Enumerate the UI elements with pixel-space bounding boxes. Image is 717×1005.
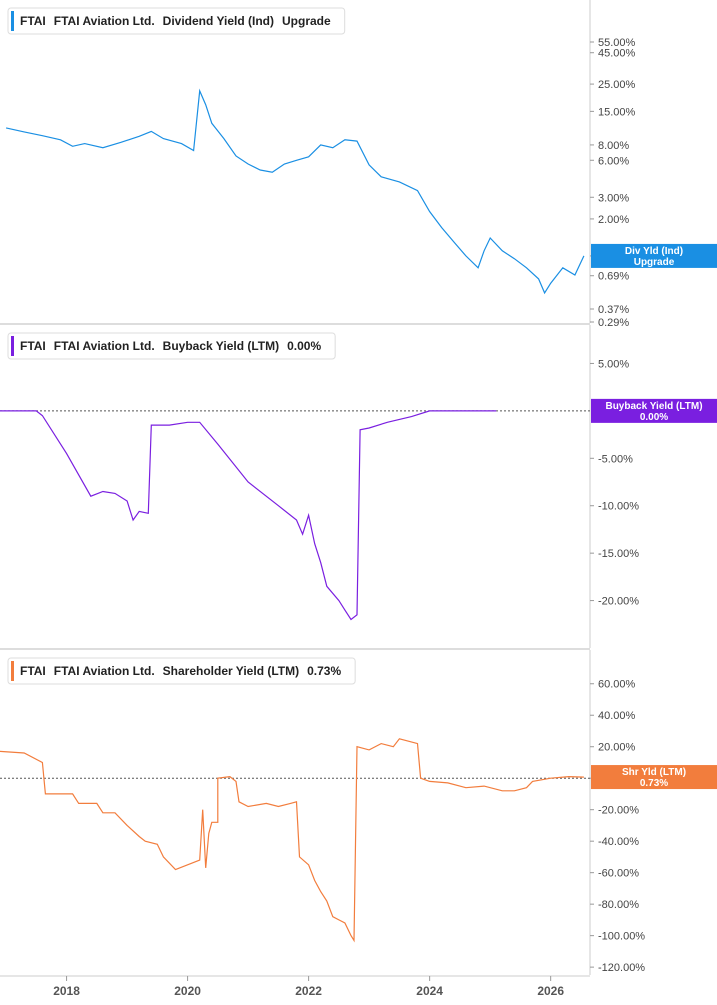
badge-bg xyxy=(591,243,717,268)
x-axis: 2018 2020 2022 2024 2026 xyxy=(0,975,590,998)
legend-ticker: FTAI xyxy=(20,14,46,28)
legend-value: 0.00% xyxy=(287,339,321,353)
legend-metric: Buyback Yield (LTM) xyxy=(163,339,279,353)
legend-box xyxy=(7,7,346,35)
legend-swatch xyxy=(11,336,14,356)
legend-ticker: FTAI xyxy=(20,664,46,678)
legend-company: FTAI Aviation Ltd. xyxy=(54,664,155,678)
badge-bg xyxy=(591,398,717,423)
legend-swatch xyxy=(11,11,14,31)
panel-shareholder: 60.00%40.00%20.00%0.00%-20.00%-40.00%-60… xyxy=(0,650,717,975)
y-tick-label: 20.00% xyxy=(598,742,636,754)
legend-buyback: FTAI FTAI Aviation Ltd. Buyback Yield (LTM… xyxy=(7,332,336,360)
x-tick-label: 2026 xyxy=(537,984,564,998)
y-tick-label: -5.00% xyxy=(598,453,633,465)
legend-value: Upgrade xyxy=(282,14,331,28)
y-tick-label: -100.00% xyxy=(598,931,645,943)
legend-value: 0.73% xyxy=(307,664,341,678)
panel-dividend: 55.00%45.00% 25.00% 15.00% 8.00% 6.00% 3.00% 2… xyxy=(0,0,717,329)
y-tick-label: -20.00% xyxy=(598,805,639,817)
y-tick-label: 40.00% xyxy=(598,710,636,722)
legend-metric: Shareholder Yield (LTM) xyxy=(163,664,299,678)
legend-box xyxy=(7,332,336,360)
legend-shareholder: FTAI FTAI Aviation Ltd. Shareholder Yield … xyxy=(7,657,356,685)
y-tick-label: 15.00% xyxy=(598,106,636,118)
x-tick-label: 2022 xyxy=(295,984,322,998)
legend-company: FTAI Aviation Ltd. xyxy=(54,14,155,28)
legend-dividend: FTAI FTAI Aviation Ltd. Dividend Yield (In… xyxy=(7,7,346,35)
x-tick-label: 2024 xyxy=(416,984,443,998)
y-tick-label: -20.00% xyxy=(598,596,639,608)
y-tick-label: 60.00% xyxy=(598,679,636,691)
badge-value: 0.00% xyxy=(640,412,668,423)
y-tick-label: 2.00% xyxy=(598,214,629,226)
badge-label: Shr Yld (LTM) xyxy=(622,767,686,778)
series-line-shareholder xyxy=(0,738,584,943)
value-badge-dividend: Div Yld (Ind)Upgrade xyxy=(591,243,717,268)
badge-value: 0.73% xyxy=(640,778,668,789)
value-badge-buyback: Buyback Yield (LTM)0.00% xyxy=(591,398,717,423)
y-tick-label: -120.00% xyxy=(598,962,645,974)
y-tick-label: 0.69% xyxy=(598,271,629,283)
series-line-dividend xyxy=(5,88,585,295)
panel-buyback: 5.00% -5.00% -10.00% -15.00% -20.00% Buyback … xyxy=(0,325,717,650)
y-tick-label: -60.00% xyxy=(598,868,639,880)
y-tick-label: -15.00% xyxy=(598,548,639,560)
panels-layer: 55.00%45.00% 25.00% 15.00% 8.00% 6.00% 3.00% 2… xyxy=(0,0,717,975)
y-tick-label: -10.00% xyxy=(598,501,639,513)
y-tick-label: 3.00% xyxy=(598,192,629,204)
y-tick-label: 6.00% xyxy=(598,155,629,167)
badge-label: Div Yld (Ind) xyxy=(625,246,683,257)
y-tick-label: -80.00% xyxy=(598,899,639,911)
value-badge-shareholder: Shr Yld (LTM)0.73% xyxy=(591,765,717,790)
y-tick-label: 55.00% xyxy=(598,37,636,49)
y-tick-label: 0.29% xyxy=(598,317,629,329)
y-tick-label: -40.00% xyxy=(598,836,639,848)
badge-label: Buyback Yield (LTM) xyxy=(605,401,702,412)
badge-bg xyxy=(591,765,717,790)
y-tick-label: 5.00% xyxy=(598,358,629,370)
y-tick-label: 45.00% xyxy=(598,48,636,60)
y-tick-label: 25.00% xyxy=(598,79,636,91)
legend-box xyxy=(7,657,356,685)
legend-swatch xyxy=(11,661,14,681)
series-line-buyback xyxy=(0,410,497,621)
legend-metric: Dividend Yield (Ind) xyxy=(163,14,274,28)
badge-value: Upgrade xyxy=(634,257,675,268)
legend-ticker: FTAI xyxy=(20,339,46,353)
x-tick-label: 2018 xyxy=(53,984,80,998)
y-tick-label: 8.00% xyxy=(598,140,629,152)
y-tick-label: 0.37% xyxy=(598,304,629,316)
legend-company: FTAI Aviation Ltd. xyxy=(54,339,155,353)
x-tick-label: 2020 xyxy=(174,984,201,998)
